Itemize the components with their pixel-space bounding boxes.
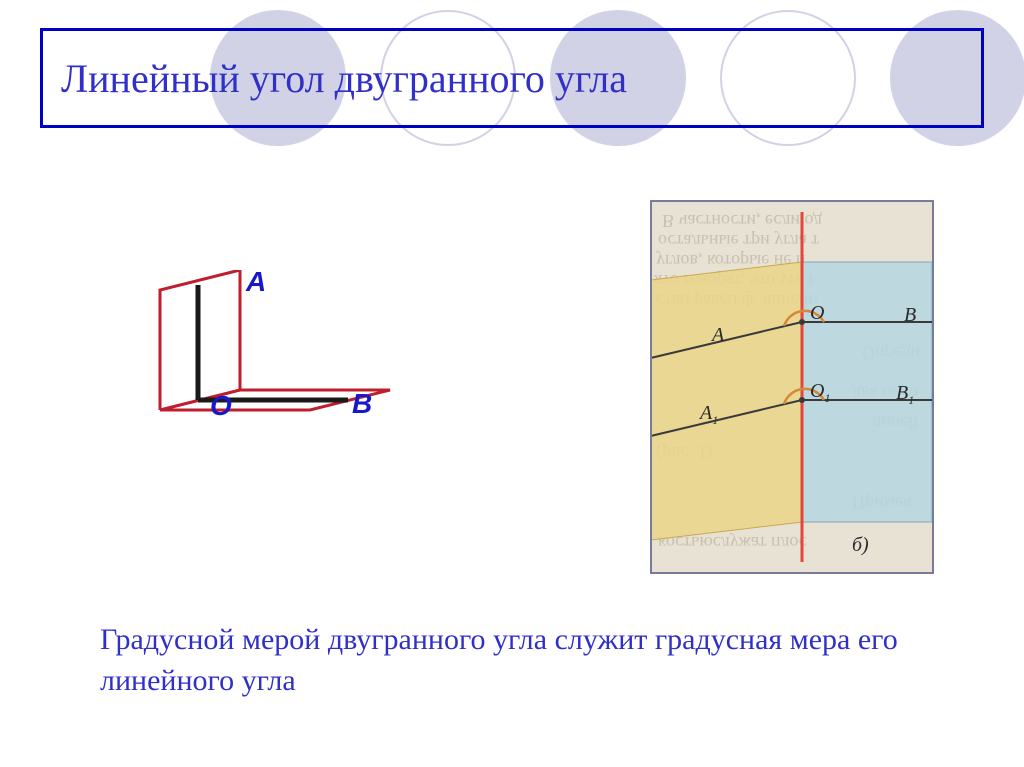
dihedral-svg — [120, 270, 420, 520]
lbl-O1: O1 — [810, 380, 830, 406]
sub-figure-label: б) — [852, 534, 869, 557]
label-B: В — [352, 388, 372, 420]
slide-title: Линейный угол двугранного угла — [61, 55, 627, 102]
dihedral-diagram: А О В — [120, 270, 420, 520]
point-O — [799, 319, 805, 325]
label-O: О — [210, 390, 232, 422]
label-A: А — [246, 266, 266, 298]
lbl-O: О — [810, 302, 824, 325]
slide-caption: Градусной мерой двугранного угла служит … — [100, 620, 920, 701]
point-O1 — [799, 397, 805, 403]
lbl-A1: A1 — [700, 402, 718, 428]
lbl-B1: B1 — [896, 382, 914, 408]
scanned-figure: В частности, если од остальные три угла … — [650, 200, 934, 574]
scanned-svg — [652, 202, 932, 572]
lbl-B: В — [904, 304, 916, 327]
lbl-A: А — [712, 324, 724, 347]
title-frame: Линейный угол двугранного угла — [40, 28, 984, 128]
